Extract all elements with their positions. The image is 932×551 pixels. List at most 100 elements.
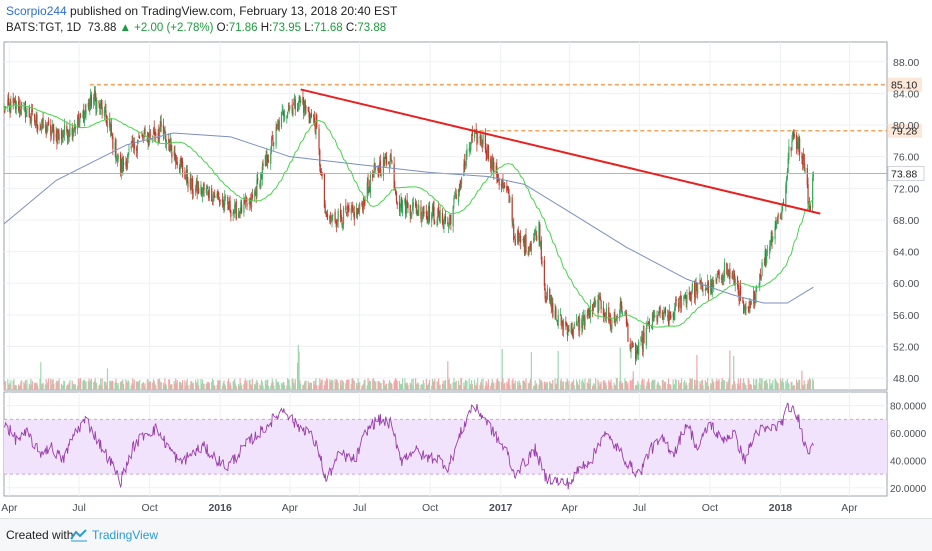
candle-body [602, 307, 604, 316]
candle [208, 186, 211, 202]
candle-body [99, 103, 102, 109]
candle [710, 274, 712, 296]
candle-body [67, 135, 69, 139]
volume-bar [324, 380, 326, 390]
candle [121, 153, 123, 174]
candle-body [69, 125, 71, 137]
volume-bar [128, 381, 130, 390]
candle-body [121, 158, 123, 171]
candle-body [780, 214, 782, 220]
candle-body [117, 155, 119, 160]
volume-bar [355, 383, 358, 390]
candle-body [480, 140, 483, 143]
candle-body [139, 136, 141, 138]
volume-bar [652, 380, 654, 390]
candle [83, 110, 86, 127]
candle-body [181, 160, 183, 165]
volume-bar [250, 384, 252, 390]
volume-bar [651, 381, 653, 390]
volume-bar [60, 383, 63, 390]
volume-bar [643, 379, 645, 390]
volume-bar [457, 380, 460, 390]
volume-bar [63, 380, 65, 390]
price-tick-label: 72.00 [893, 183, 919, 195]
candle [753, 290, 755, 309]
candle [631, 340, 633, 350]
candle-body [812, 177, 814, 208]
volume-bar [726, 381, 728, 390]
candle-body [13, 101, 15, 104]
candle-body [228, 200, 230, 206]
volume-bar [506, 383, 509, 390]
candle [287, 102, 289, 112]
volume-bar [438, 378, 440, 390]
candle [277, 119, 280, 131]
candle [39, 121, 41, 132]
volume-bar [747, 378, 749, 390]
candle [8, 102, 10, 112]
candle [415, 198, 417, 208]
candle-body [523, 240, 526, 253]
candle [490, 156, 493, 175]
volume-bar [594, 383, 596, 390]
volume-bar [441, 383, 444, 390]
candle [411, 211, 413, 220]
candle-body [80, 115, 82, 117]
volume-bar [234, 383, 237, 390]
candle [265, 150, 267, 167]
volume-bar [26, 379, 28, 390]
candle [287, 111, 289, 119]
candle [618, 309, 621, 322]
author-link[interactable]: Scorpio244 [6, 4, 67, 18]
volume-bar [352, 380, 355, 390]
volume-bar [364, 379, 366, 390]
candle-body [593, 304, 595, 306]
candle [630, 345, 632, 359]
candle-body [320, 171, 322, 174]
time-tick-label: Apr [1, 502, 18, 514]
candle [292, 107, 294, 118]
volume-bar [87, 381, 89, 390]
volume-bar [486, 383, 488, 390]
candle [46, 124, 48, 135]
candle-body [305, 107, 307, 108]
candle-body [772, 236, 774, 240]
candle-body [643, 332, 645, 344]
volume-bar [278, 384, 280, 390]
volume-bar [465, 380, 467, 390]
candle-body [626, 321, 628, 325]
tradingview-logo-icon[interactable] [70, 528, 88, 542]
volume-bar [74, 384, 76, 390]
volume-bar [130, 385, 132, 390]
volume-bar [733, 380, 736, 390]
volume-bar [173, 381, 175, 390]
volume-bar [672, 379, 674, 390]
candle-body [385, 156, 387, 159]
candle [614, 308, 616, 326]
tradingview-brand[interactable]: TradingView [92, 528, 159, 542]
volume-bar [477, 378, 479, 390]
candle [99, 99, 102, 116]
candle [50, 118, 52, 142]
volume-bar [582, 379, 584, 390]
volume-bar [568, 380, 570, 390]
candle [771, 229, 773, 250]
candle [40, 119, 43, 134]
candle [750, 300, 752, 306]
candle-body [257, 178, 259, 181]
volume-bar [326, 379, 329, 390]
candle [707, 274, 709, 293]
volume-bar [9, 384, 11, 390]
candle-body [554, 310, 556, 319]
candle [627, 322, 629, 343]
candle-body [341, 220, 343, 225]
volume-bar [185, 382, 188, 390]
chart-canvas[interactable]: 85.1079.2848.0052.0056.0060.0064.0068.00… [0, 0, 932, 518]
symbol-label[interactable]: BATS:TGT, 1D [6, 22, 82, 34]
candle [50, 130, 53, 140]
candle-body [309, 115, 312, 120]
candle-body [168, 146, 171, 152]
volume-bar [790, 381, 792, 390]
candle-body [758, 286, 760, 287]
candle [745, 301, 747, 316]
